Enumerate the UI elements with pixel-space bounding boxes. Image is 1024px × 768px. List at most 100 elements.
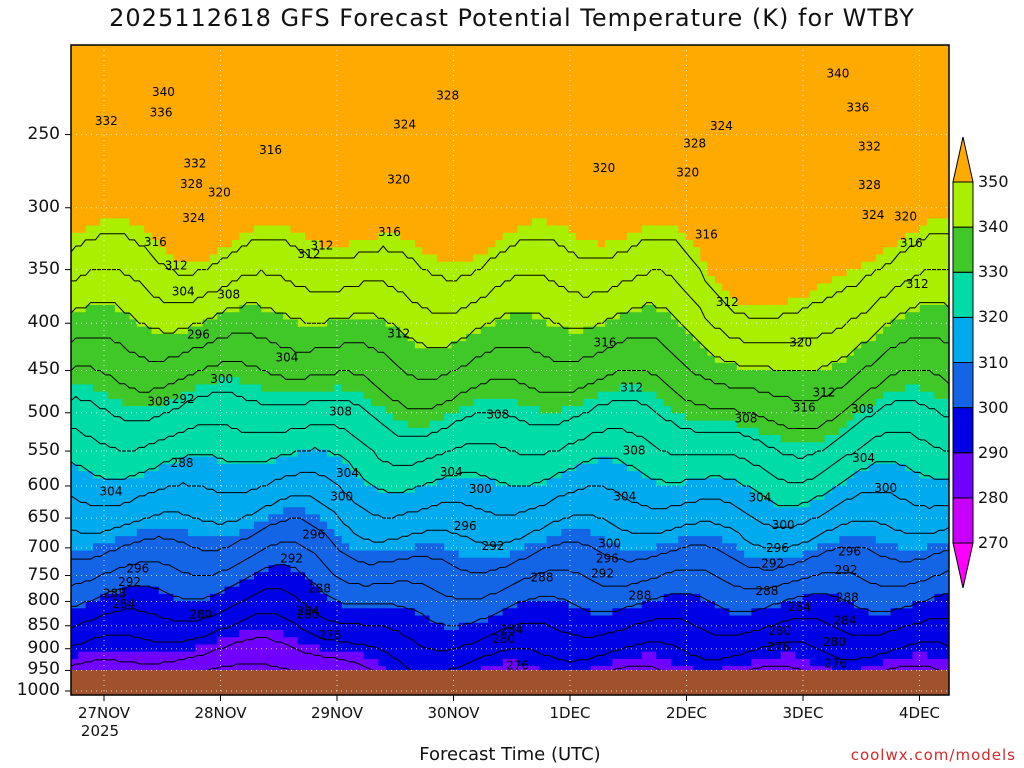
field-cell (180, 203, 189, 212)
field-cell (349, 492, 357, 501)
field-cell (100, 492, 109, 501)
field-cell (356, 45, 365, 53)
field-cell (224, 45, 233, 53)
field-cell (429, 218, 438, 227)
field-cell (239, 283, 248, 292)
field-cell (429, 615, 438, 624)
field-cell (305, 528, 314, 537)
field-cell (400, 232, 409, 241)
field-cell (85, 586, 94, 595)
field-cell (429, 507, 438, 516)
field-cell (473, 102, 482, 111)
field-cell (363, 608, 372, 617)
field-cell (473, 276, 482, 284)
field-cell (180, 514, 189, 523)
field-cell (71, 319, 79, 328)
field-cell (458, 435, 467, 443)
field-cell (239, 167, 248, 176)
field-cell (407, 102, 416, 111)
field-cell (122, 492, 131, 501)
field-cell (144, 651, 153, 660)
field-cell (217, 73, 226, 82)
field-cell (246, 593, 255, 602)
field-cell (100, 500, 109, 508)
field-cell (444, 550, 453, 559)
field-cell (392, 579, 401, 588)
field-cell (92, 608, 101, 617)
field-cell (392, 507, 401, 516)
field-cell (283, 124, 292, 133)
field-cell (195, 95, 204, 104)
field-cell (385, 644, 394, 653)
field-cell (327, 579, 335, 588)
field-cell (100, 442, 109, 451)
field-cell (312, 615, 321, 624)
field-cell (78, 153, 87, 162)
field-cell (283, 644, 292, 653)
field-cell (129, 175, 138, 183)
field-cell (290, 507, 299, 516)
field-cell (268, 45, 277, 53)
field-cell (451, 333, 460, 342)
field-cell (356, 333, 365, 342)
field-cell (100, 240, 109, 248)
field-cell (78, 601, 87, 609)
field-cell (180, 283, 189, 292)
field-cell (92, 45, 101, 53)
field-cell (180, 189, 189, 198)
field-cell (466, 593, 475, 602)
field-cell (202, 160, 211, 169)
field-cell (268, 355, 277, 364)
field-cell (414, 658, 423, 667)
field-cell (334, 406, 343, 414)
field-cell (385, 427, 394, 436)
field-cell (173, 348, 182, 357)
field-cell (451, 290, 460, 299)
field-cell (158, 160, 167, 169)
field-cell (290, 319, 299, 328)
field-cell (392, 312, 401, 321)
field-cell (268, 254, 277, 263)
field-cell (210, 81, 218, 89)
field-cell (136, 500, 145, 508)
field-cell (231, 312, 240, 321)
field-cell (407, 167, 416, 176)
field-cell (370, 413, 379, 422)
field-cell (297, 225, 306, 234)
field-cell (239, 153, 248, 162)
field-cell (275, 102, 284, 111)
field-cell (422, 651, 431, 660)
field-cell (92, 543, 101, 552)
field-cell (202, 52, 211, 61)
field-cell (414, 268, 423, 277)
field-cell (473, 45, 482, 53)
field-cell (400, 579, 409, 588)
field-cell (246, 514, 255, 523)
field-cell (224, 637, 233, 646)
field-cell (144, 608, 153, 617)
field-cell (290, 398, 299, 407)
field-cell (283, 268, 292, 277)
field-cell (436, 305, 445, 313)
field-cell (444, 658, 453, 667)
field-cell (246, 131, 255, 140)
field-cell (305, 550, 314, 559)
field-cell (319, 268, 328, 277)
field-cell (217, 500, 226, 508)
field-cell (363, 536, 372, 544)
field-cell (173, 622, 182, 631)
field-cell (217, 88, 226, 97)
field-cell (349, 601, 357, 609)
field-cell (122, 341, 131, 349)
field-cell (429, 211, 438, 219)
field-cell (385, 283, 394, 292)
field-cell (363, 637, 372, 646)
field-cell (224, 167, 233, 176)
field-cell (378, 189, 387, 198)
field-cell (253, 463, 262, 472)
field-cell (195, 138, 204, 147)
field-cell (414, 557, 423, 566)
field-cell (349, 514, 357, 523)
field-cell (422, 572, 431, 581)
field-cell (188, 427, 196, 436)
